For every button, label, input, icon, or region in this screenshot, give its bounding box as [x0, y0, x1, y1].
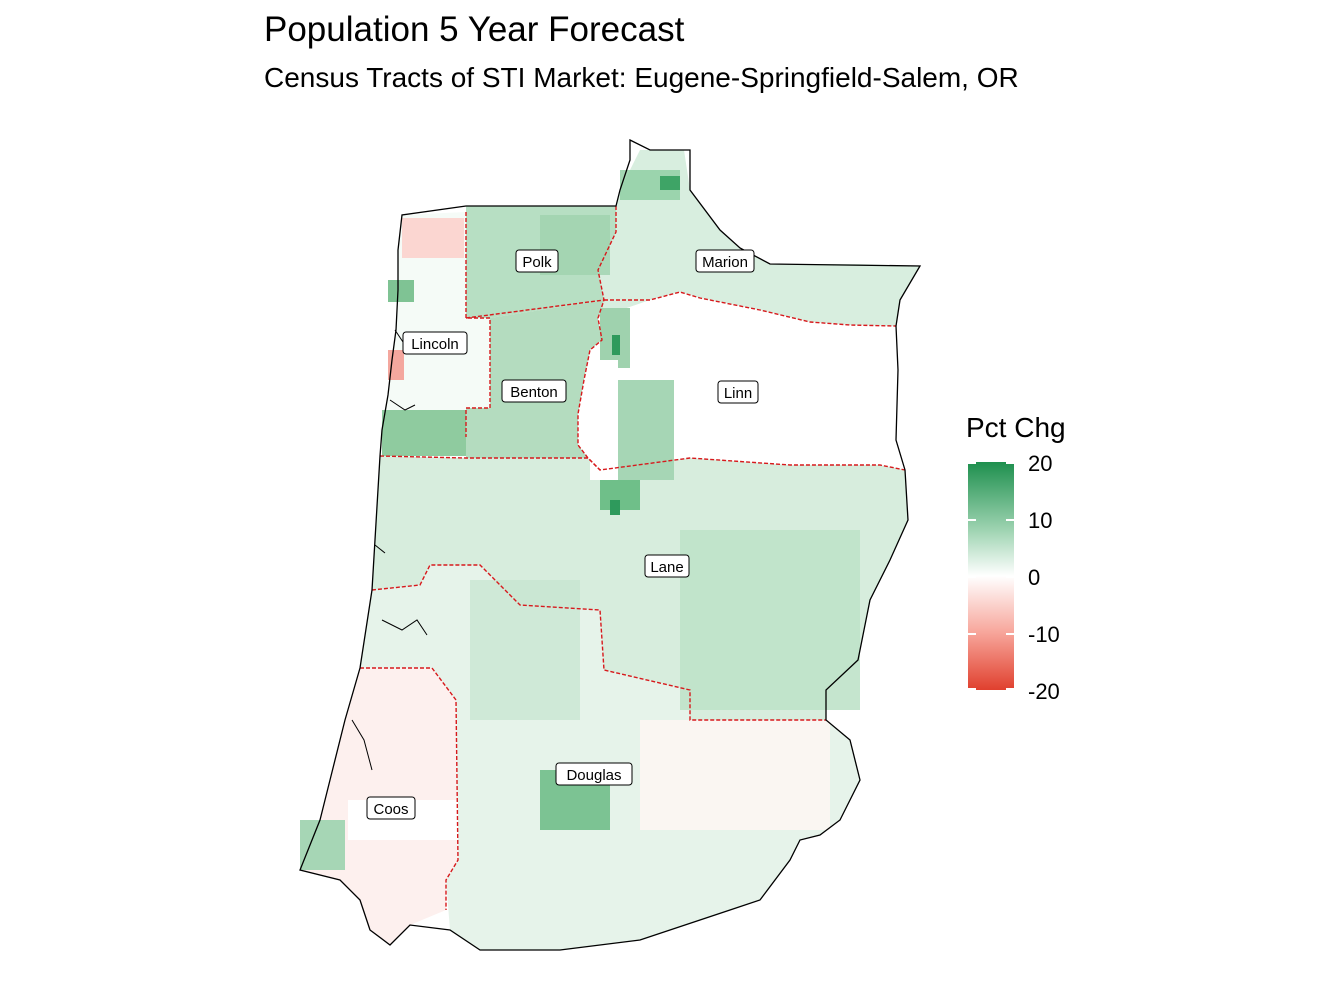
- label-marion-text: Marion: [702, 254, 748, 271]
- legend-tick-label: 10: [1028, 508, 1053, 533]
- label-benton-text: Benton: [510, 384, 558, 401]
- region-outline: [299, 138, 922, 951]
- legend-tickmark: [1006, 688, 1014, 690]
- legend-tickmark: [968, 519, 976, 521]
- tract-highlights: [300, 170, 860, 870]
- legend-tickmark: [968, 576, 976, 578]
- label-linn-text: Linn: [724, 385, 752, 402]
- label-polk-text: Polk: [522, 254, 552, 271]
- legend-tickmark: [1006, 462, 1014, 464]
- label-douglas: Douglas: [555, 762, 633, 786]
- map-title: Population 5 Year Forecast: [264, 10, 685, 49]
- coastline-details: [351, 329, 428, 771]
- legend-tick-label: 0: [1028, 565, 1041, 590]
- legend-tickmark: [1006, 633, 1014, 635]
- label-lincoln: Lincoln: [402, 331, 468, 355]
- label-linn: Linn: [717, 380, 759, 404]
- legend-tick-label: 20: [1028, 451, 1053, 476]
- map-subtitle: Census Tracts of STI Market: Eugene-Spri…: [264, 62, 1019, 93]
- legend-tick-label: -20: [1028, 679, 1060, 704]
- label-douglas-text: Douglas: [566, 767, 621, 784]
- label-lincoln-text: Lincoln: [411, 336, 459, 353]
- label-lane-text: Lane: [650, 559, 683, 576]
- label-polk: Polk: [515, 249, 559, 273]
- label-marion: Marion: [695, 249, 755, 273]
- legend-title: Pct Chg: [966, 412, 1066, 443]
- legend-tickmark: [968, 633, 976, 635]
- legend-tick-label: -10: [1028, 622, 1060, 647]
- label-coos-text: Coos: [373, 801, 408, 818]
- label-benton: Benton: [501, 379, 567, 403]
- legend-tickmark: [1006, 576, 1014, 578]
- label-lane: Lane: [644, 554, 690, 578]
- legend-tickmark: [968, 688, 976, 690]
- county-labels: Polk Marion Lincoln Benton Linn Lane Dou…: [366, 249, 759, 820]
- label-coos: Coos: [366, 796, 416, 820]
- market-boundaries: [360, 206, 906, 910]
- legend-tickmark: [968, 462, 976, 464]
- county-benton[interactable]: [466, 300, 604, 458]
- legend-tickmark: [1006, 519, 1014, 521]
